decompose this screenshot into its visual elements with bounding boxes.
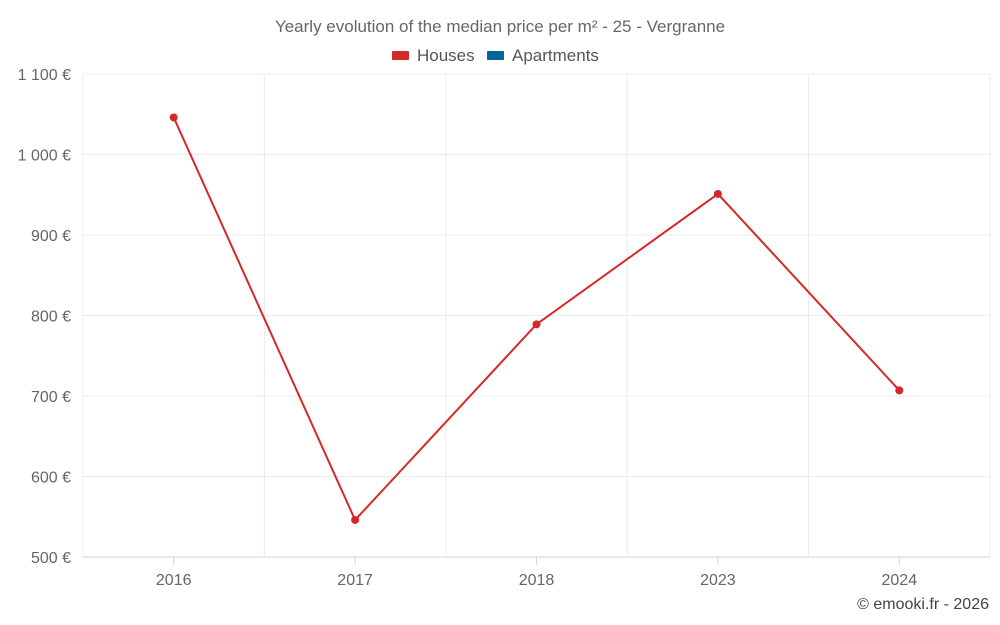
legend-label-houses[interactable]: Houses [417,46,475,65]
y-tick-label: 700 € [31,389,71,406]
data-point [532,320,541,329]
x-tick-label: 2024 [882,572,918,589]
y-tick-label: 1 000 € [18,148,71,165]
axis-layer: 500 € 600 € 700 € 800 € 900 € 1 000 € 1 100 € 2… [18,67,990,589]
y-tick-label: 500 € [31,550,71,567]
y-tick-label: 900 € [31,228,71,245]
y-tick-label: 600 € [31,470,71,487]
data-point [713,189,722,198]
data-point [169,113,178,122]
series-layer [169,113,904,524]
x-tick-label: 2023 [700,572,736,589]
legend: Houses Apartments [392,46,599,65]
chart-title: Yearly evolution of the median price per… [275,17,725,36]
x-tick-label: 2017 [337,572,373,589]
legend-swatch-houses[interactable] [392,51,409,60]
legend-swatch-apartments[interactable] [487,51,504,60]
y-tick-label: 800 € [31,309,71,326]
copyright-credit: © emooki.fr - 2026 [857,596,989,613]
legend-label-apartments[interactable]: Apartments [512,46,599,65]
data-point [351,515,360,524]
data-point [895,386,904,395]
x-tick-label: 2016 [156,572,192,589]
grid-layer [82,73,991,557]
series-line-houses [172,117,901,521]
x-tick-label: 2018 [519,572,555,589]
y-tick-label: 1 100 € [18,67,71,84]
